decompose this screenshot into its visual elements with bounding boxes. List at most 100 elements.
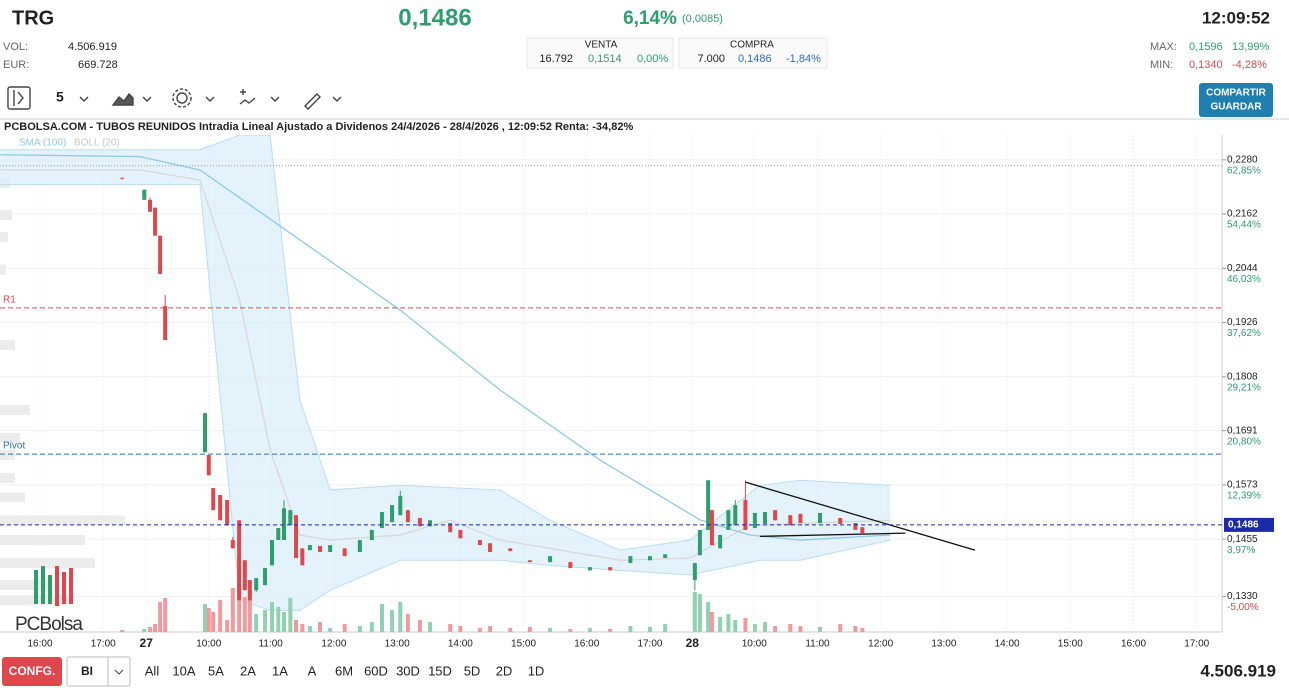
volume-bar (247, 592, 252, 632)
volume-bar (488, 626, 493, 632)
candle-body (342, 548, 347, 557)
min-label: MIN: (1150, 59, 1173, 71)
clock: 12:09:52 (1202, 8, 1270, 27)
interval[interactable]: 5 (56, 89, 64, 105)
volume-bar (733, 620, 738, 632)
config-label[interactable]: CONFG. (9, 664, 56, 678)
settings-icon[interactable] (176, 92, 188, 104)
volume-bar (752, 624, 757, 632)
y-tick-label: 0,1926 (1227, 317, 1258, 328)
candle-body (288, 510, 293, 526)
volume-profile-bar (0, 432, 20, 443)
period-button[interactable]: 5D (464, 663, 481, 678)
x-tick-label: 13:00 (385, 639, 410, 650)
candle-body (269, 540, 274, 566)
candle-body (357, 540, 362, 553)
config-button[interactable] (2, 657, 62, 686)
period-button[interactable]: 2D (496, 663, 513, 678)
volume-bar (163, 598, 168, 632)
select-arrow[interactable] (114, 669, 124, 675)
candle-body (773, 510, 778, 521)
x-tick-label: 10:00 (742, 639, 767, 650)
dropdown-arrows[interactable] (79, 96, 342, 102)
period-button[interactable]: 15D (428, 663, 452, 678)
candle-body (428, 520, 433, 527)
period-button[interactable]: 6M (335, 663, 353, 678)
eur-label: EUR: (3, 59, 29, 71)
period-button[interactable]: 2A (240, 663, 256, 678)
panel-toggle[interactable] (7, 86, 31, 110)
candle-body (817, 512, 822, 524)
candle-body (398, 495, 403, 516)
y-tick-label: 0,2044 (1227, 263, 1258, 274)
volume-bar (798, 626, 803, 632)
boll-upper (0, 135, 891, 551)
y-tick-label: 0,1808 (1227, 371, 1258, 382)
save-label[interactable]: GUARDAR (1210, 102, 1262, 113)
period-button[interactable]: 30D (396, 663, 420, 678)
footer-volume: 4.506.919 (1200, 661, 1276, 680)
volume-bar (428, 622, 433, 632)
candle-body (718, 534, 723, 549)
last-price-tag (1224, 517, 1274, 532)
candle-body (300, 548, 305, 566)
volume-bar (318, 622, 323, 632)
volume-profile-bar (0, 449, 15, 460)
volume-bar (568, 629, 573, 632)
period-button[interactable]: 5A (208, 663, 224, 678)
period-button[interactable]: 60D (364, 663, 388, 678)
legend-sma: SMA (100) (19, 138, 66, 149)
volume-profile-bar (0, 515, 125, 526)
candle-body (458, 529, 463, 539)
volume-bar (242, 597, 247, 632)
volume-bar (663, 624, 668, 632)
y-tick-pct: 12,39% (1227, 491, 1261, 502)
chart-type-icon[interactable] (111, 92, 134, 106)
candle-body (763, 512, 768, 524)
buy-box (678, 37, 828, 69)
volume-profile-bar (0, 404, 30, 415)
candle-body (276, 528, 281, 541)
candle-body (568, 562, 573, 569)
candle-body (254, 578, 259, 591)
volume-bar (527, 627, 532, 632)
indicator-icon[interactable] (239, 89, 256, 105)
level-label: R1 (3, 295, 16, 306)
x-tick-label: 17:00 (1184, 639, 1209, 650)
share-button[interactable] (1199, 83, 1273, 117)
mode-select[interactable] (66, 656, 131, 687)
candle-body (307, 545, 312, 551)
candle-body (628, 556, 633, 564)
period-button[interactable]: All (145, 663, 160, 678)
volume-profile-bar (0, 535, 85, 546)
volume-bar (328, 628, 333, 632)
period-button[interactable]: 1D (528, 663, 545, 678)
volume-profile-bar (0, 209, 12, 220)
y-tick-pct: 46,03% (1227, 274, 1261, 285)
x-tick-label: 15:00 (1058, 639, 1083, 650)
period-button[interactable]: 1A (272, 663, 288, 678)
candle-body (153, 207, 158, 236)
volume-bar (608, 629, 613, 632)
volume-bar (263, 610, 268, 632)
sell-pct: 0,00% (637, 53, 668, 65)
volume-bar (448, 624, 453, 632)
mode[interactable]: BI (81, 664, 93, 678)
symbol: TRG (12, 7, 54, 29)
candle-body (853, 523, 858, 530)
candle-body (663, 554, 668, 558)
volume-bar (369, 622, 374, 632)
x-tick-label: 27 (140, 636, 154, 650)
x-tick-label: 17:00 (91, 639, 116, 650)
candle-body (697, 529, 702, 556)
period-button[interactable]: 10A (172, 663, 195, 678)
candle-body (142, 189, 147, 200)
volume-bar (225, 620, 230, 632)
draw-icon[interactable] (304, 93, 321, 110)
volume-bar (158, 602, 163, 632)
buy-qty: 7.000 (697, 53, 725, 65)
share-label[interactable]: COMPARTIR (1206, 88, 1267, 99)
period-button[interactable]: A (308, 663, 317, 678)
change-abs: (0,0085) (682, 13, 723, 25)
y-tick-label: 0,2280 (1227, 154, 1258, 165)
